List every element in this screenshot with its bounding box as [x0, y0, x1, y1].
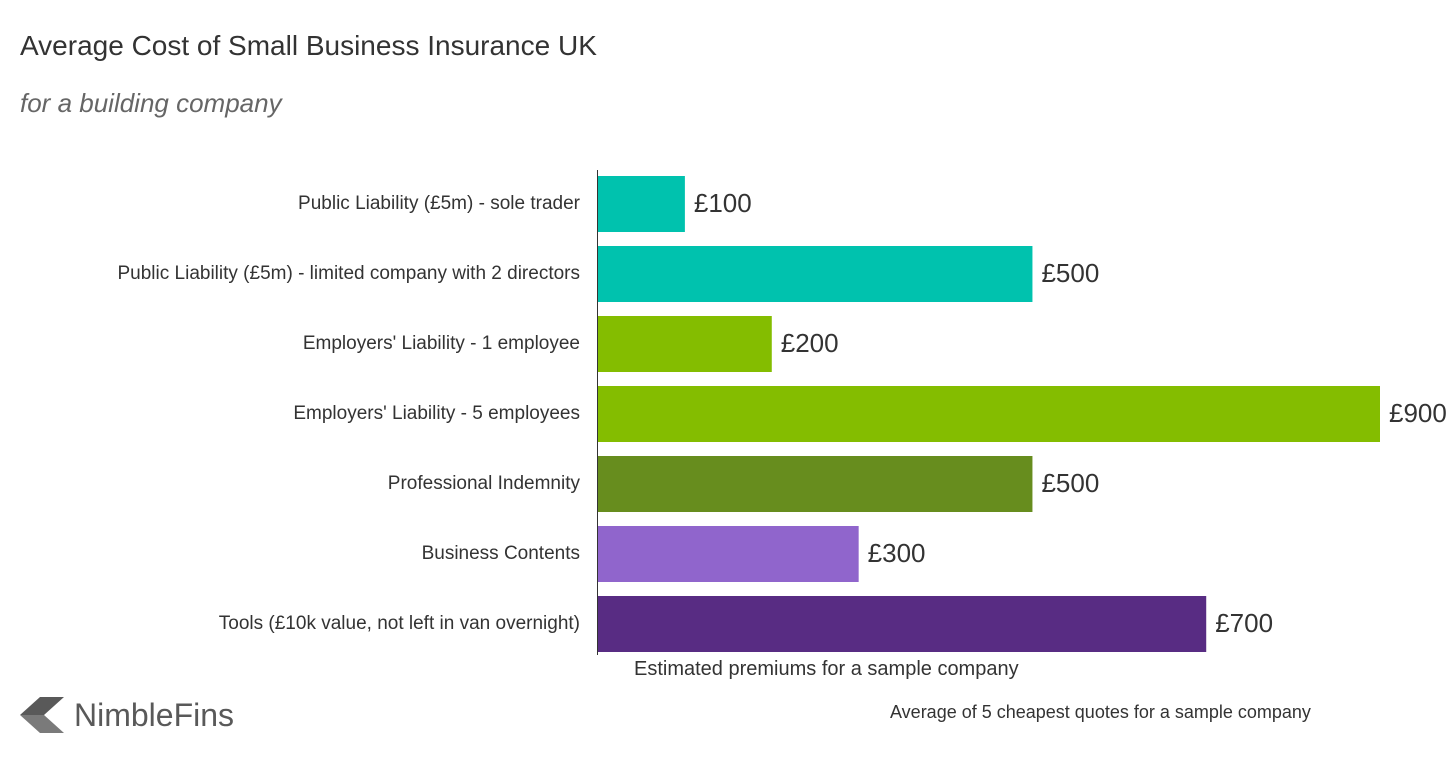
- x-axis-label: Estimated premiums for a sample company: [634, 658, 1019, 680]
- value-label: £300: [868, 538, 926, 568]
- value-label: £500: [1041, 258, 1099, 288]
- bar: [598, 176, 685, 232]
- bar: [598, 596, 1207, 652]
- category-label: Public Liability (£5m) - sole trader: [298, 193, 581, 214]
- category-label: Business Contents: [422, 543, 580, 564]
- bars-layer: Public Liability (£5m) - sole trader £100…: [118, 176, 1447, 652]
- value-label: £100: [694, 188, 752, 218]
- category-label: Employers' Liability - 1 employee: [303, 333, 580, 354]
- bar: [598, 246, 1033, 302]
- bar: [598, 526, 859, 582]
- chart-title: Average Cost of Small Business Insurance…: [20, 30, 597, 61]
- category-label: Public Liability (£5m) - limited company…: [118, 263, 581, 284]
- brand-name: NimbleFins: [74, 696, 235, 733]
- value-label: £700: [1215, 608, 1273, 638]
- brand-logo: NimbleFins: [18, 690, 234, 740]
- value-label: £200: [781, 328, 839, 358]
- value-label: £500: [1041, 468, 1099, 498]
- chart-footnote: Average of 5 cheapest quotes for a sampl…: [890, 702, 1311, 722]
- category-label: Employers' Liability - 5 employees: [293, 403, 580, 424]
- bar: [598, 316, 772, 372]
- bar: [598, 386, 1380, 442]
- chart-subtitle: for a building company: [20, 88, 282, 118]
- nimblefins-arrow-icon: [20, 697, 64, 733]
- bar: [598, 456, 1033, 512]
- category-label: Tools (£10k value, not left in van overn…: [219, 613, 580, 634]
- category-label: Professional Indemnity: [388, 473, 581, 494]
- value-label: £900: [1389, 398, 1447, 428]
